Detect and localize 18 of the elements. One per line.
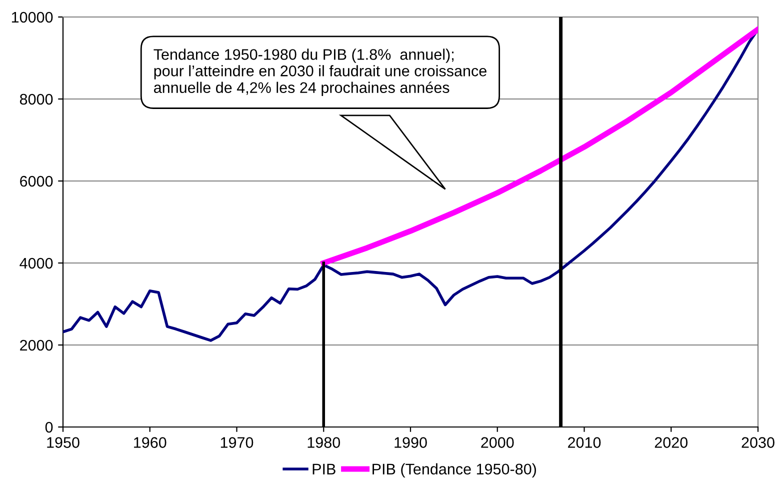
y-tick-label: 10000 xyxy=(12,12,53,23)
x-tick-label: 2010 xyxy=(568,437,601,448)
y-tick-label: 8000 xyxy=(20,94,53,105)
legend-label: PIB (Tendance 1950-80) xyxy=(372,463,536,478)
legend-label: PIB xyxy=(312,464,336,474)
y-tick-label: 0 xyxy=(45,422,53,433)
y-tick-label: 2000 xyxy=(20,340,53,351)
x-tick-label: 1980 xyxy=(308,437,340,448)
x-tick-label: 1960 xyxy=(134,437,166,448)
annotation: Tendance 1950-1980 du PIB (1.8% annuel); pour l’atteindre en 2030 il faudrait une croissance annuelle de 4,2% les 24 prochaines années xyxy=(154,48,486,96)
x-tick-label: 1970 xyxy=(220,437,254,448)
y-tick-label: 6000 xyxy=(20,176,53,187)
x-tick-label: 2000 xyxy=(481,437,514,448)
x-tick-label: 1950 xyxy=(47,437,80,448)
y-tick-label: 4000 xyxy=(20,258,53,269)
x-tick-label: 2030 xyxy=(742,437,774,448)
x-tick-label: 2020 xyxy=(654,437,688,448)
x-tick-label: 1990 xyxy=(394,437,427,448)
